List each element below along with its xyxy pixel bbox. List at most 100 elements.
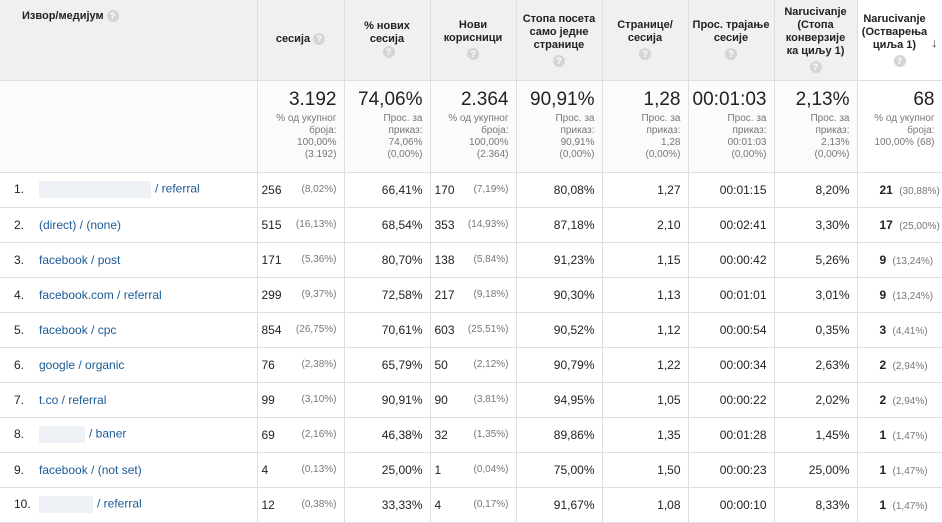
new_users-cell: 1 (0,04%) — [430, 452, 517, 488]
header-completions-label: Narucivanje (Остварења циља 1) — [861, 12, 928, 51]
bounce-cell: 94,95% — [516, 382, 603, 418]
question-mark-icon[interactable]: ? — [809, 61, 822, 74]
source-link[interactable]: (direct) / (none) — [39, 217, 122, 232]
question-mark-icon[interactable]: ? — [313, 33, 326, 46]
question-mark-icon[interactable]: ? — [467, 48, 479, 61]
bounce-value: 94,95% — [553, 392, 595, 407]
redacted-source-block — [39, 426, 85, 443]
sessions-percent: (9,37%) — [301, 289, 337, 300]
sort-descending-arrow-icon[interactable]: ↓ — [931, 35, 938, 50]
source-link[interactable]: facebook / cpc — [39, 322, 117, 337]
completions-cell: 17 (25,00%) — [857, 207, 942, 243]
source-link[interactable]: facebook / (not set) — [39, 462, 142, 477]
header-pages-per-session[interactable]: Странице/ сесија? — [602, 0, 689, 81]
source-link[interactable]: / referral — [155, 181, 200, 196]
completions-value: 3 — [879, 322, 887, 337]
pages-cell: 1,05 — [602, 382, 689, 418]
header-source[interactable]: Извор/медијум? — [0, 0, 258, 81]
header-new-sessions[interactable]: % нових сесија? — [344, 0, 431, 81]
new_sessions-value: 66,41% — [381, 182, 423, 197]
completions-percent: (30,88%) — [899, 185, 940, 197]
conv-cell: 0,35% — [774, 312, 858, 348]
header-sessions-label: сесија — [275, 33, 311, 46]
table-row: 1. / referral 256 (8,02%) 66,41% 170 (7,19… — [0, 172, 942, 208]
conv-cell: 8,20% — [774, 172, 858, 208]
completions-cell: 1 (1,47%) — [857, 452, 942, 488]
source-link[interactable]: t.co / referral — [39, 392, 107, 407]
sessions-percent: (2,38%) — [301, 359, 337, 370]
sessions-cell: 171 (5,36%) — [257, 242, 345, 278]
redacted-source-block — [39, 496, 93, 513]
conv-value: 2,63% — [815, 357, 850, 372]
question-mark-icon[interactable]: ? — [725, 48, 737, 61]
sessions-cell: 12 (0,38%) — [257, 487, 345, 523]
completions-cell: 2 (2,94%) — [857, 347, 942, 383]
bounce-cell: 75,00% — [516, 452, 603, 488]
bounce-cell: 87,18% — [516, 207, 603, 243]
header-completions[interactable]: Narucivanje (Остварења циља 1)? ↓ — [857, 0, 942, 81]
header-conv-rate[interactable]: Narucivanje (Стопа конверзије ка циљу 1)… — [774, 0, 858, 81]
new_users-percent: (5,84%) — [473, 254, 509, 265]
sessions-cell: 515 (16,13%) — [257, 207, 345, 243]
duration-value: 00:01:01 — [719, 287, 767, 302]
question-mark-icon[interactable]: ? — [106, 10, 119, 23]
table-row: 4. facebook.com / referral 299 (9,37%) 72,… — [0, 277, 942, 313]
sessions-value: 69 — [261, 427, 275, 442]
pages-cell: 1,50 — [602, 452, 689, 488]
question-mark-icon[interactable]: ? — [639, 48, 651, 61]
summary-completions: 68 % од укупног броја: 100,00% (68) — [857, 80, 942, 173]
sessions-cell: 854 (26,75%) — [257, 312, 345, 348]
summary-sub: 2,13% — [821, 136, 850, 148]
completions-percent: (1,47%) — [892, 500, 928, 512]
question-mark-icon[interactable]: ? — [553, 54, 565, 67]
sessions-value: 515 — [261, 217, 282, 232]
new_users-value: 170 — [434, 182, 455, 197]
pages-value: 1,05 — [657, 392, 681, 407]
sessions-percent: (26,75%) — [295, 324, 337, 335]
pages-cell: 1,35 — [602, 417, 689, 453]
new_sessions-value: 70,61% — [381, 322, 423, 337]
source-cell: 7. t.co / referral — [0, 382, 258, 418]
new_sessions-value: 33,33% — [381, 497, 423, 512]
summary-pages-per-session: 1,28 Прос. за приказ: 1,28 (0,00%) — [602, 80, 689, 173]
summary-sub: 00:01:03 — [727, 136, 767, 148]
summary-sub: 74,06% — [388, 136, 423, 148]
pages-cell: 1,08 — [602, 487, 689, 523]
new_sessions-cell: 33,33% — [344, 487, 431, 523]
summary-sub: Прос. за приказ: — [383, 112, 423, 136]
bounce-cell: 90,30% — [516, 277, 603, 313]
source-cell: 9. facebook / (not set) — [0, 452, 258, 488]
source-cell: 3. facebook / post — [0, 242, 258, 278]
new_sessions-value: 25,00% — [381, 462, 423, 477]
new_users-value: 603 — [434, 322, 455, 337]
completions-percent: (13,24%) — [892, 290, 934, 302]
sessions-percent: (0,38%) — [301, 499, 337, 510]
question-mark-icon[interactable]: ? — [893, 54, 906, 67]
new_users-value: 50 — [434, 357, 448, 372]
sessions-value: 99 — [261, 392, 275, 407]
header-new-users[interactable]: Нови корисници? — [430, 0, 517, 81]
conv-cell: 5,26% — [774, 242, 858, 278]
sessions-percent: (8,02%) — [301, 184, 337, 195]
header-bounce-rate[interactable]: Стопа посета само једне странице? — [516, 0, 603, 81]
header-row: Извор/медијум? сесија? % нових сесија? Н… — [0, 0, 942, 81]
header-sessions[interactable]: сесија? — [257, 0, 345, 81]
conv-value: 25,00% — [808, 462, 850, 477]
summary-sub: 100,00% (68) — [874, 136, 935, 148]
source-link[interactable]: facebook.com / referral — [39, 287, 162, 302]
bounce-value: 91,23% — [553, 252, 595, 267]
source-link[interactable]: / baner — [89, 426, 127, 441]
completions-cell: 2 (2,94%) — [857, 382, 942, 418]
header-avg-duration[interactable]: Прос. трајање сесије? — [688, 0, 775, 81]
conv-cell: 25,00% — [774, 452, 858, 488]
question-mark-icon[interactable]: ? — [382, 46, 395, 59]
source-link[interactable]: google / organic — [39, 357, 125, 372]
new_sessions-cell: 65,79% — [344, 347, 431, 383]
sessions-value: 76 — [261, 357, 275, 372]
completions-percent: (13,24%) — [892, 255, 934, 267]
summary-sessions: 3.192 % од укупног броја: 100,00% (3.192… — [257, 80, 345, 173]
source-link[interactable]: / referral — [97, 496, 142, 511]
summary-conv-rate: 2,13% Прос. за приказ: 2,13% (0,00%) — [774, 80, 858, 173]
sessions-percent: (0,13%) — [301, 464, 337, 475]
source-link[interactable]: facebook / post — [39, 252, 121, 267]
